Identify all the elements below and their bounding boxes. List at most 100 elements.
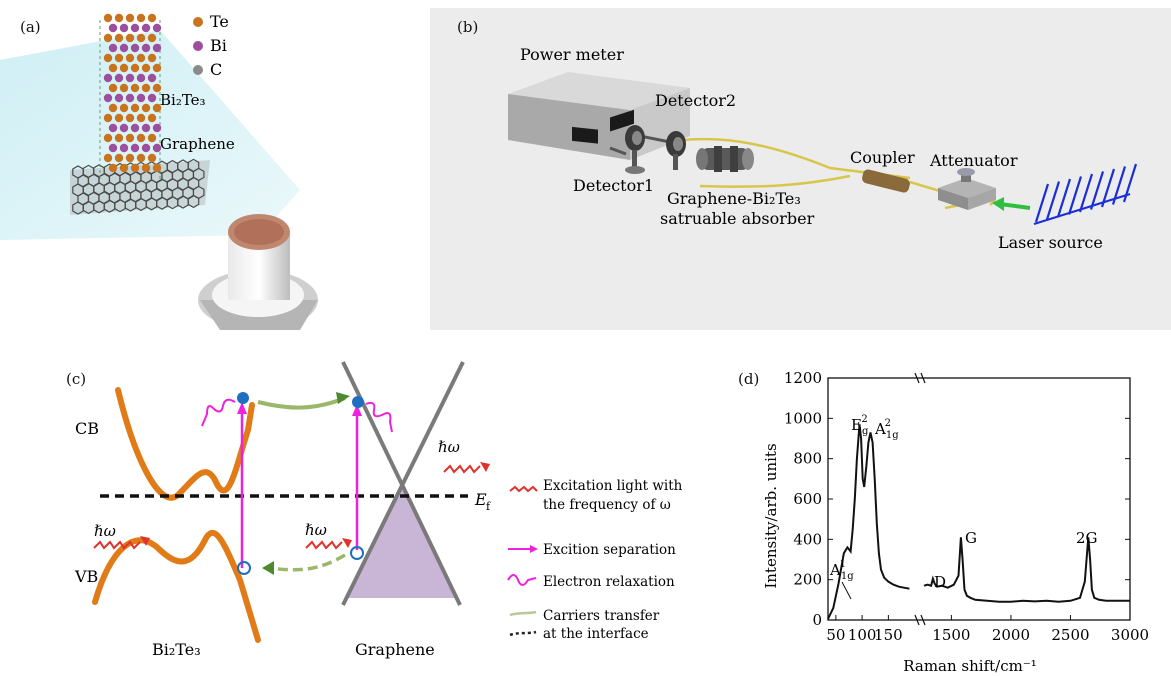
raman-series-high — [923, 537, 1130, 603]
axis-break-mark — [914, 614, 920, 626]
atom — [114, 73, 124, 83]
y-tick-label: 800 — [793, 450, 822, 468]
peak-d-label: D — [934, 573, 946, 591]
laser-ray — [1067, 176, 1083, 215]
panel-a: (a) Te — [0, 0, 320, 330]
electron-right — [352, 396, 364, 408]
setup-illustration: Power meter Detector2 Detector1 Graphene… — [508, 45, 1138, 252]
photon-left — [93, 540, 141, 550]
atom — [125, 133, 135, 143]
left-material-label: Bi₂Te₃ — [152, 640, 201, 659]
x-tick-label: 150 — [874, 626, 903, 644]
atom — [130, 143, 140, 153]
hole-left — [237, 561, 251, 575]
legend-relaxation-label: Electron relaxation — [543, 574, 675, 590]
atom — [108, 23, 118, 33]
hw-middle: ℏω — [305, 521, 327, 539]
legend-excitation-line1: Excitation light with — [543, 478, 683, 494]
detector2-label: Detector2 — [655, 91, 736, 110]
x-tick-label: 3000 — [1111, 626, 1149, 644]
panel-d: (d) 0 200 400 600 800 1000 1200 50 100 150 1500 200… — [720, 350, 1171, 676]
atom — [136, 53, 146, 63]
legend-excitation-icon — [509, 485, 538, 493]
atom — [136, 133, 146, 143]
hole-right — [350, 546, 364, 560]
carrier-transfer-hole — [269, 553, 346, 572]
atom — [119, 163, 129, 173]
legend-c: C — [210, 60, 222, 79]
legend-transfer-line2: at the interface — [543, 626, 649, 642]
panel-d-label: (d) — [738, 370, 760, 388]
axis-break-mark — [914, 372, 920, 384]
valence-cone-fill — [345, 482, 458, 598]
atom — [141, 123, 151, 133]
graphene-sheet — [70, 158, 210, 215]
peak-a1g1-pointer — [841, 581, 852, 600]
atom — [125, 53, 135, 63]
relaxation-right — [365, 401, 393, 433]
graphene-hex — [187, 194, 200, 209]
atom — [130, 103, 140, 113]
panel-c-label: (c) — [66, 370, 87, 388]
atom — [119, 143, 129, 153]
atom — [130, 83, 140, 93]
atom — [114, 153, 124, 163]
legend-transfer-line1: Carriers transfer — [543, 608, 660, 624]
atom — [141, 103, 151, 113]
electron-left — [237, 392, 249, 404]
power-meter — [508, 94, 630, 160]
te-dot — [193, 17, 203, 27]
atom — [147, 93, 157, 103]
atom — [119, 63, 129, 73]
atom — [147, 13, 157, 23]
hw-right: ℏω — [438, 438, 460, 456]
atom — [125, 93, 135, 103]
atom — [114, 53, 124, 63]
x-tick-label: 1500 — [932, 626, 970, 644]
atom — [119, 123, 129, 133]
laser-ray-base — [1033, 192, 1131, 226]
hw-left: ℏω — [94, 522, 116, 540]
laser-ray — [1078, 173, 1094, 213]
legend-separation-label: Excition separation — [543, 542, 676, 558]
bi2te3-label: Bi₂Te₃ — [160, 91, 206, 109]
atom — [108, 83, 118, 93]
atom — [130, 23, 140, 33]
atom — [103, 53, 113, 63]
atom — [108, 63, 118, 73]
atom — [147, 53, 157, 63]
atom — [152, 23, 162, 33]
atom — [152, 123, 162, 133]
y-tick-label: 0 — [812, 611, 822, 629]
atom — [136, 113, 146, 123]
power-meter-label: Power meter — [520, 45, 624, 64]
atom — [125, 113, 135, 123]
bi-dot — [193, 41, 203, 51]
c-dot — [193, 65, 203, 75]
fermi-label-sub: f — [486, 500, 491, 513]
atom — [103, 73, 113, 83]
peak-eg2-label: Eg2 — [851, 414, 869, 437]
atom — [136, 93, 146, 103]
coupler — [862, 169, 910, 193]
peak-2g-label: 2G — [1076, 529, 1098, 547]
laser-source-label: Laser source — [998, 233, 1103, 252]
atom — [141, 23, 151, 33]
raman-curve — [827, 424, 1130, 620]
atom — [141, 43, 151, 53]
atom — [147, 73, 157, 83]
atom — [103, 113, 113, 123]
atom — [103, 13, 113, 23]
relaxation-left — [201, 398, 236, 427]
atom — [114, 33, 124, 43]
atom — [136, 153, 146, 163]
atom — [130, 123, 140, 133]
panel-a-label: (a) — [20, 18, 41, 36]
atom — [125, 33, 135, 43]
atom — [125, 153, 135, 163]
laser-ray — [1100, 168, 1116, 208]
legend-bi: Bi — [210, 36, 227, 55]
x-tick-label: 100 — [848, 626, 877, 644]
atom — [136, 73, 146, 83]
